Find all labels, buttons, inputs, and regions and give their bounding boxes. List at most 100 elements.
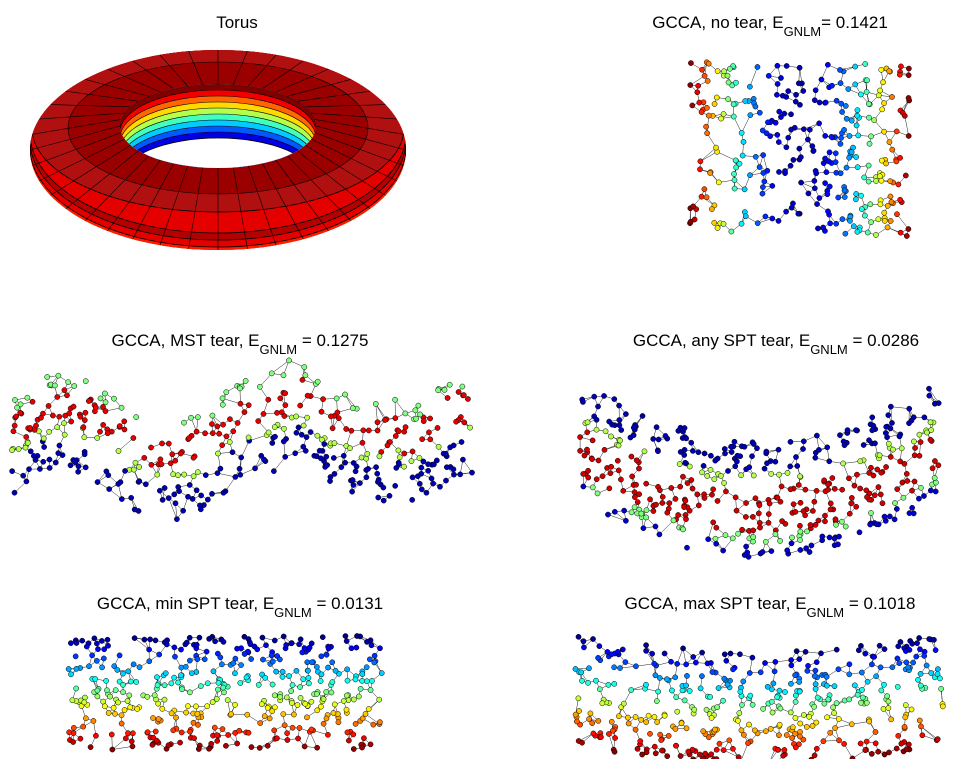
graph-node: [607, 419, 612, 424]
graph-node: [577, 448, 582, 453]
graph-node: [86, 398, 91, 403]
graph-node: [813, 88, 818, 93]
graph-node: [267, 716, 272, 721]
graph-node: [173, 715, 178, 720]
graph-node: [101, 422, 106, 427]
graph-node: [882, 514, 887, 519]
graph-embedding: [573, 634, 946, 759]
graph-node: [61, 421, 66, 426]
graph-node: [220, 726, 225, 731]
graph-node: [145, 730, 150, 735]
graph-node: [711, 487, 716, 492]
graph-node: [720, 698, 725, 703]
graph-node: [773, 120, 778, 125]
graph-node: [798, 529, 803, 534]
graph-node: [195, 722, 200, 727]
graph-node: [721, 221, 726, 226]
graph-node: [909, 418, 914, 423]
graph-node: [829, 83, 834, 88]
graph-node: [153, 729, 158, 734]
graph-node: [797, 474, 802, 479]
graph-node: [725, 468, 730, 473]
graph-node: [723, 533, 728, 538]
graph-node: [673, 743, 678, 748]
graph-node: [74, 666, 79, 671]
graph-node: [74, 640, 79, 645]
graph-node: [354, 464, 359, 469]
graph-node: [702, 187, 707, 192]
graph-node: [786, 88, 791, 93]
graph-node: [143, 482, 148, 487]
graph-node: [302, 364, 307, 369]
graph-node: [794, 649, 799, 654]
graph-node: [813, 168, 818, 173]
graph-node: [306, 675, 311, 680]
graph-node: [863, 748, 868, 753]
graph-node: [877, 174, 882, 179]
graph-node: [730, 536, 735, 541]
graph-node: [120, 671, 125, 676]
graph-node: [764, 131, 769, 136]
graph-node: [187, 435, 192, 440]
graph-node: [410, 449, 415, 454]
graph-node: [775, 132, 780, 137]
graph-node: [681, 505, 686, 510]
graph-node: [298, 403, 303, 408]
graph-node: [66, 666, 71, 671]
graph-node: [379, 670, 384, 675]
graph-node: [725, 97, 730, 102]
graph-node: [842, 443, 847, 448]
graph-edge: [119, 438, 134, 451]
graph-node: [102, 704, 107, 709]
graph-node: [592, 394, 597, 399]
graph-node: [832, 684, 837, 689]
graph-node: [814, 488, 819, 493]
graph-node: [623, 411, 628, 416]
graph-node: [147, 637, 152, 642]
graph-node: [377, 697, 382, 702]
graph-node: [853, 197, 858, 202]
graph-node: [712, 101, 717, 106]
graph-node: [883, 464, 888, 469]
graph-node: [179, 665, 184, 670]
graph-node: [805, 137, 810, 142]
graph-node: [714, 525, 719, 530]
graph-node: [597, 687, 602, 692]
graph-node: [25, 440, 30, 445]
graph-node: [175, 473, 180, 478]
graph-node: [137, 479, 142, 484]
graph-node: [743, 500, 748, 505]
graph-node: [47, 465, 52, 470]
graph-node: [690, 103, 695, 108]
graph-node: [584, 447, 589, 452]
graph-node: [223, 743, 228, 748]
graph-node: [827, 459, 832, 464]
graph-node: [662, 713, 667, 718]
graph-node: [270, 659, 275, 664]
graph-edge: [700, 148, 716, 162]
graph-node: [190, 496, 195, 501]
graph-node: [184, 640, 189, 645]
title-text: GCCA, min SPT tear, E: [97, 594, 274, 613]
graph-node: [909, 707, 914, 712]
figure: Torus GCCA, no tear, EGNLM= 0.1421 GCCA,…: [0, 0, 967, 759]
graph-node: [194, 488, 199, 493]
graph-node: [917, 453, 922, 458]
graph-node: [806, 191, 811, 196]
graph-node: [642, 449, 647, 454]
graph-node: [329, 690, 334, 695]
graph-node: [793, 509, 798, 514]
graph-node: [26, 467, 31, 472]
graph-node: [366, 706, 371, 711]
graph-node: [855, 165, 860, 170]
graph-node: [731, 171, 736, 176]
graph-node: [696, 450, 701, 455]
graph-node: [778, 499, 783, 504]
graph-node: [104, 688, 109, 693]
graph-node: [797, 657, 802, 662]
graph-node: [445, 395, 450, 400]
graph-node: [83, 379, 88, 384]
graph-node: [935, 737, 940, 742]
panel-title: GCCA, min SPT tear, EGNLM = 0.0131: [97, 594, 383, 620]
graph-node: [375, 471, 380, 476]
